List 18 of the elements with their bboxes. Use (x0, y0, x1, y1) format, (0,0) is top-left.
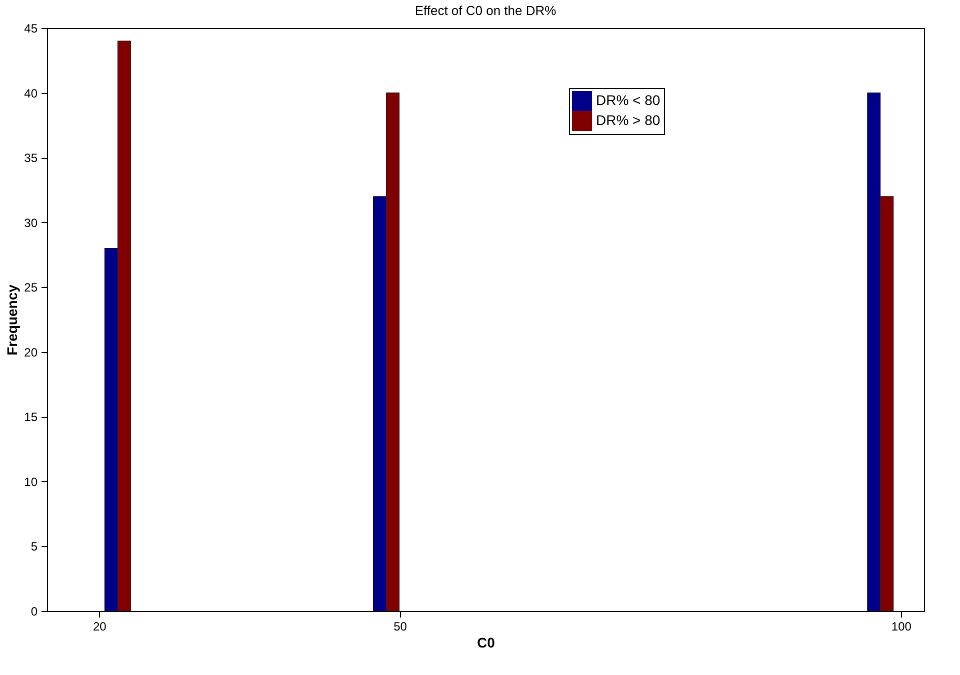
y-tick-label: 5 (30, 540, 38, 554)
x-tick-label: 100 (891, 620, 912, 634)
y-tick-label: 25 (24, 280, 38, 295)
y-tick-label: 0 (30, 604, 38, 618)
x-axis-title: C0 (477, 634, 496, 650)
y-tick-label: 35 (24, 151, 38, 166)
y-tick-label: 15 (24, 410, 38, 424)
y-axis-title: Frequency (4, 284, 20, 356)
y-tick-label: 20 (24, 345, 38, 360)
x-tick-label: 20 (92, 620, 107, 634)
legend-label: DR% < 80 (596, 92, 660, 108)
y-tick-label: 10 (24, 474, 38, 489)
y-tick-label: 40 (24, 86, 38, 100)
y-tick-label: 45 (24, 22, 38, 36)
chart-title: Effect of C0 on the DR% (414, 3, 557, 18)
y-tick-label: 30 (24, 216, 38, 230)
x-tick-label: 50 (394, 620, 408, 634)
legend-label: DR% > 80 (596, 112, 660, 128)
